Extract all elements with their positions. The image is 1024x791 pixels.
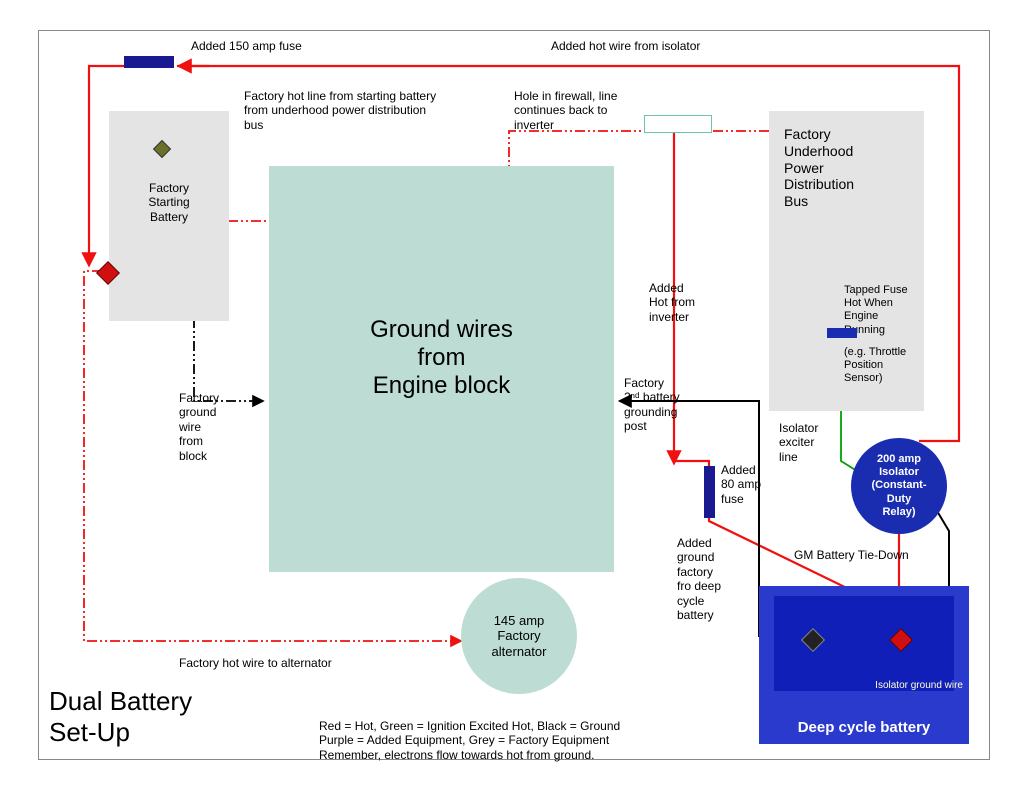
dist-bus-label: Factory Underhood Power Distribution Bus bbox=[784, 126, 904, 210]
terminal-diamond-khaki bbox=[149, 136, 173, 160]
label-factory-ground-wire: Factory ground wire from block bbox=[179, 391, 239, 463]
firewall-box bbox=[644, 115, 712, 133]
throttle-label: (e.g. Throttle Position Sensor) bbox=[844, 346, 919, 386]
diagram-title: Dual Battery Set-Up bbox=[49, 686, 192, 748]
label-added-hot-inv: Added Hot from inverter bbox=[649, 281, 714, 324]
starting-battery-label: Factory Starting Battery bbox=[129, 181, 209, 224]
terminal-diamond-black-deep bbox=[799, 626, 827, 654]
engine-block: Ground wires from Engine block bbox=[269, 166, 614, 572]
deep-cycle-block: Deep cycle battery Isolator ground wire bbox=[759, 586, 969, 744]
label-factory-2nd-post: Factory 2ⁿᵈ battery grounding post bbox=[624, 376, 704, 434]
diagram-frame: Factory Starting Battery Ground wires fr… bbox=[38, 30, 990, 760]
label-firewall: Hole in firewall, line continues back to… bbox=[514, 89, 644, 132]
alternator-label: 145 amp Factory alternator bbox=[492, 613, 547, 660]
dist-bus-block: Factory Underhood Power Distribution Bus… bbox=[769, 111, 924, 411]
isolator-circle: 200 amp Isolator (Constant- Duty Relay) bbox=[851, 438, 947, 534]
label-added-ground-deep: Added ground factory fro deep cycle batt… bbox=[677, 536, 737, 622]
label-fuse150: Added 150 amp fuse bbox=[191, 39, 302, 53]
terminal-diamond-red-deep bbox=[887, 626, 915, 654]
iso-ground-wire-label: Isolator ground wire bbox=[875, 680, 963, 692]
deep-cycle-label: Deep cycle battery bbox=[759, 719, 969, 736]
label-factory-hot-line: Factory hot line from starting battery f… bbox=[244, 89, 474, 132]
starting-battery-block: Factory Starting Battery bbox=[109, 111, 229, 321]
isolator-label: 200 amp Isolator (Constant- Duty Relay) bbox=[872, 453, 927, 519]
label-added-80-fuse: Added 80 amp fuse bbox=[721, 463, 781, 506]
label-iso-exciter: Isolator exciter line bbox=[779, 421, 834, 464]
label-gm-tiedown: GM Battery Tie-Down bbox=[794, 548, 909, 562]
label-hot-from-isolator: Added hot wire from isolator bbox=[551, 39, 700, 53]
fuse-80 bbox=[704, 466, 715, 518]
label-alt-hot: Factory hot wire to alternator bbox=[179, 656, 332, 670]
fuse-150 bbox=[124, 56, 174, 68]
alternator-circle: 145 amp Factory alternator bbox=[461, 578, 577, 694]
tapped-fuse-rect bbox=[827, 328, 857, 338]
legend-text: Red = Hot, Green = Ignition Excited Hot,… bbox=[319, 719, 739, 762]
engine-block-label: Ground wires from Engine block bbox=[269, 316, 614, 400]
terminal-diamond-red-start bbox=[94, 259, 122, 287]
